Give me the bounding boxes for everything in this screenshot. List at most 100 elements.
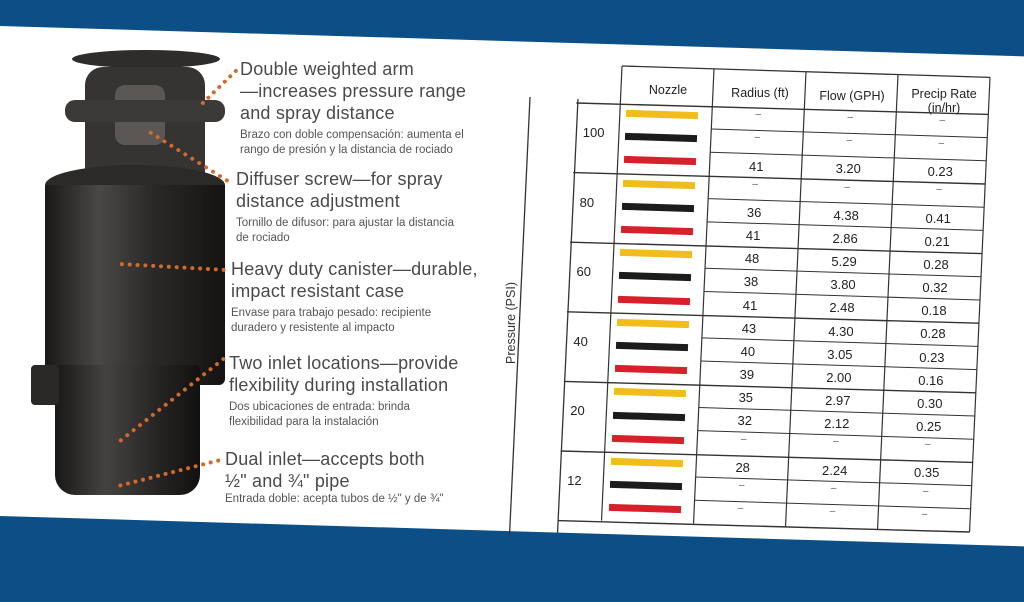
cell-precip: – [922,485,929,497]
cell-flow: 2.48 [829,300,855,316]
grid-line [600,65,623,521]
cell-radius: 32 [737,413,752,429]
cell-precip: 0.16 [918,372,944,388]
column-header: Radius (ft) [731,86,789,101]
sprinkler-image [25,45,225,515]
cell-precip: 0.23 [927,164,953,180]
canister-lower [55,365,200,495]
cell-flow: 2.12 [824,416,850,432]
cell-flow: 3.20 [835,161,861,177]
cell-radius: – [754,132,761,144]
cell-flow: – [847,112,854,124]
cell-radius: – [755,109,762,121]
cell-radius: 41 [742,297,758,313]
grid-line [694,499,971,510]
cell-precip: 0.23 [919,349,945,365]
cell-flow: – [829,505,836,517]
grid-line [576,102,989,116]
cell-radius: – [738,479,745,491]
cell-flow: – [846,135,853,147]
grid-line [560,450,973,464]
cell-flow: 2.97 [825,393,851,409]
column-header: Nozzle [648,83,688,98]
cell-precip: 0.21 [924,233,950,249]
feature-title: Two inlet locations—provide flexibility … [229,353,459,395]
grid-line [707,221,984,231]
cell-radius: 35 [738,390,754,406]
sprinkler-cap [72,50,220,68]
grid-line [710,151,987,162]
pressure-group-label: 60 [576,264,591,280]
grid-line [701,337,978,347]
feature-title: Heavy duty canister—durable, impact resi… [231,259,478,301]
grid-line [708,198,985,208]
grid-line [621,65,991,79]
cell-radius: 48 [744,251,760,267]
column-header: Flow (GPH) [819,89,885,104]
cell-flow: 3.05 [827,346,853,362]
pressure-group-label: 80 [579,194,595,210]
grid-line [700,360,977,371]
grid-line [703,290,980,301]
grid-line [711,128,988,139]
grid-line [876,74,899,530]
cell-precip: 0.41 [925,210,951,226]
cell-flow: 4.30 [828,323,854,339]
cell-radius: 40 [740,343,756,359]
grid-line [570,241,983,255]
cell-flow: 2.86 [832,230,858,246]
cell-precip: 0.28 [920,326,946,342]
feature-subtitle: Tornillo de difusor: para ajustar la dis… [236,217,454,244]
grid-line [698,406,975,417]
cell-precip: 0.25 [916,419,942,435]
weighted-arm [65,100,225,122]
cell-radius: 38 [743,274,759,290]
cell-flow: 4.38 [833,207,859,223]
cell-precip: – [924,439,931,451]
cell-flow: – [830,482,837,494]
pressure-group-label: 40 [573,333,588,349]
cell-radius: 36 [746,204,762,220]
grid-line [557,519,970,533]
feature-subtitle: Brazo con doble compensación: aumenta el… [240,129,464,156]
cell-radius: – [752,178,758,190]
grid-line [695,476,972,487]
grid-line [968,77,991,533]
cell-radius: 43 [741,320,757,336]
feature-title: Diffuser screw—for spray distance adjust… [236,169,443,211]
cell-radius: – [740,433,747,445]
column-header: Precip Rate (in/hr) [911,86,977,115]
side-inlet [31,365,59,405]
cell-precip: 0.18 [921,303,947,319]
pressure-group-label: 100 [582,125,605,140]
cell-radius: 41 [749,158,764,174]
cell-flow: – [832,436,839,448]
cell-precip: – [939,114,946,126]
grid-line [692,68,715,524]
cell-precip: 0.30 [917,395,943,411]
cell-radius: 41 [745,228,761,244]
pressure-axis-label: Pressure (PSI) [503,282,518,364]
cell-precip: 0.32 [922,280,948,296]
cell-flow: – [844,181,850,193]
grid-line [697,430,974,440]
pressure-group-label: 20 [570,403,585,419]
grid-line [573,171,986,185]
cell-flow: 2.24 [822,462,848,478]
feature-title: Dual inlet—accepts both ½" and ¾" pipe [225,449,425,491]
cell-radius: 39 [739,367,755,383]
grid-line [705,267,982,278]
cell-flow: 3.80 [830,277,856,293]
pressure-group-label: 12 [567,473,582,488]
feature-subtitle: Dos ubicaciones de entrada: brinda flexi… [229,401,410,428]
grid-line [784,71,807,527]
grid-line [563,380,976,394]
feature-title: Double weighted arm —increases pressure … [240,59,467,123]
cell-flow: 2.00 [826,369,852,385]
feature-subtitle: Entrada doble: acepta tubos de ½" y de ¾… [225,493,444,505]
cell-precip: – [921,508,928,520]
cell-radius: – [737,503,744,515]
